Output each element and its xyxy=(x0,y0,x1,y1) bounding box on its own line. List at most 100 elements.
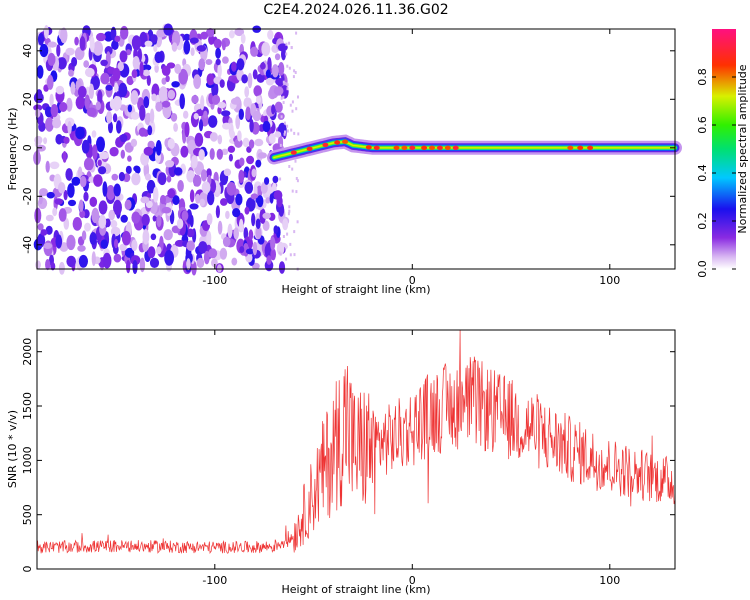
heatmap-cell xyxy=(81,230,87,241)
heatmap-cell xyxy=(140,152,150,166)
signal-peak xyxy=(334,140,341,145)
heatmap-cell xyxy=(170,113,178,122)
heatmap-cell xyxy=(260,62,266,70)
heatmap-cell xyxy=(295,31,298,35)
heatmap-cell xyxy=(285,42,288,46)
heatmap-cell xyxy=(291,109,294,113)
heatmap-cell xyxy=(193,74,202,89)
heatmap-cell xyxy=(86,107,97,117)
heatmap-cell xyxy=(200,31,209,40)
heatmap-cell xyxy=(250,193,258,200)
heatmap-cell xyxy=(268,133,276,144)
spectrogram-ylabel: Frequency (Hz) xyxy=(6,108,19,191)
heatmap-cell xyxy=(227,223,233,239)
heatmap-cell xyxy=(124,199,132,211)
heatmap-cell xyxy=(109,98,117,110)
heatmap-cell xyxy=(217,220,223,235)
heatmap-cell xyxy=(255,226,262,240)
heatmap-cell xyxy=(95,101,102,111)
heatmap-cell xyxy=(91,251,96,267)
heatmap-cell xyxy=(287,212,290,216)
heatmap-cell xyxy=(206,213,213,226)
heatmap-cell xyxy=(147,125,153,136)
heatmap-cell xyxy=(126,259,131,274)
heatmap-cell xyxy=(79,210,86,219)
heatmap-cell xyxy=(207,190,215,206)
heatmap-cell xyxy=(102,181,108,197)
heatmap-cell xyxy=(139,61,144,77)
heatmap-cell xyxy=(189,37,199,44)
heatmap-cell xyxy=(289,103,292,107)
heatmap-cell xyxy=(141,214,150,226)
heatmap-cell xyxy=(181,210,189,221)
heatmap-cell xyxy=(288,165,291,168)
heatmap-cell xyxy=(120,214,128,223)
heatmap-cell xyxy=(120,149,126,159)
heatmap-cell xyxy=(114,238,119,249)
heatmap-cell xyxy=(58,182,66,194)
heatmap-cell xyxy=(246,155,255,165)
heatmap-cell xyxy=(247,72,253,89)
heatmap-cell xyxy=(198,119,204,132)
heatmap-cell xyxy=(226,182,237,196)
heatmap-cell xyxy=(282,218,289,231)
heatmap-cell xyxy=(84,67,95,78)
heatmap-cell xyxy=(77,245,86,252)
heatmap-cell xyxy=(45,117,54,132)
heatmap-cell xyxy=(295,107,298,111)
heatmap-cell xyxy=(43,242,53,249)
heatmap-cell xyxy=(152,186,159,203)
heatmap-cell xyxy=(47,52,56,66)
heatmap-cell xyxy=(211,94,221,105)
heatmap-cell xyxy=(37,33,45,46)
heatmap-cell xyxy=(66,255,76,268)
heatmap-cell xyxy=(267,57,272,73)
heatmap-cell xyxy=(156,215,162,228)
heatmap-cell xyxy=(211,258,218,268)
heatmap-cell xyxy=(194,132,204,147)
spectrogram-axes: -100 0 100 -40 -20 0 20 40 xyxy=(21,29,675,287)
snr-xlabel: Height of straight line (km) xyxy=(281,583,430,596)
heatmap-cell xyxy=(89,232,97,245)
heatmap-cell xyxy=(33,92,44,104)
colorbar-tick-label: 0.4 xyxy=(696,164,709,182)
heatmap-cell xyxy=(46,191,55,199)
signal-peak xyxy=(436,145,443,150)
heatmap-cell xyxy=(274,131,282,138)
heatmap-cell xyxy=(149,257,160,268)
heatmap-cell xyxy=(290,46,293,50)
heatmap-cell xyxy=(270,236,276,251)
heatmap-cell xyxy=(119,243,127,252)
heatmap-cell xyxy=(233,227,239,240)
heatmap-cell xyxy=(203,250,210,265)
heatmap-cell xyxy=(58,208,67,222)
heatmap-cell xyxy=(120,25,129,40)
colorbar-tick-label: 0.2 xyxy=(696,212,709,230)
heatmap-cell xyxy=(251,213,256,227)
heatmap-cell xyxy=(196,257,205,268)
heatmap-cell xyxy=(253,85,262,97)
signal-peak xyxy=(401,145,408,150)
heatmap-cell xyxy=(45,225,53,235)
heatmap-cell xyxy=(71,176,81,186)
heatmap-cell xyxy=(285,52,288,56)
heatmap-cell xyxy=(232,208,241,218)
heatmap-cell xyxy=(217,106,222,115)
heatmap-cell xyxy=(283,121,286,125)
heatmap-cell xyxy=(67,183,75,198)
heatmap-cell xyxy=(265,77,275,86)
heatmap-cell xyxy=(236,58,245,71)
heatmap-cell xyxy=(139,105,146,121)
heatmap-cell xyxy=(209,148,215,160)
heatmap-cell xyxy=(81,139,90,154)
snr-ylabel: SNR (10 * v/v) xyxy=(6,410,19,488)
heatmap-cell xyxy=(191,155,198,169)
heatmap-cell xyxy=(100,72,110,85)
heatmap-cell xyxy=(38,193,43,205)
heatmap-cell xyxy=(96,32,106,42)
heatmap-cell xyxy=(126,75,134,86)
heatmap-cell xyxy=(278,261,286,274)
x-tick-label: 100 xyxy=(599,574,620,587)
colorbar-tick-label: 0.0 xyxy=(696,260,709,278)
heatmap-cell xyxy=(266,255,272,265)
